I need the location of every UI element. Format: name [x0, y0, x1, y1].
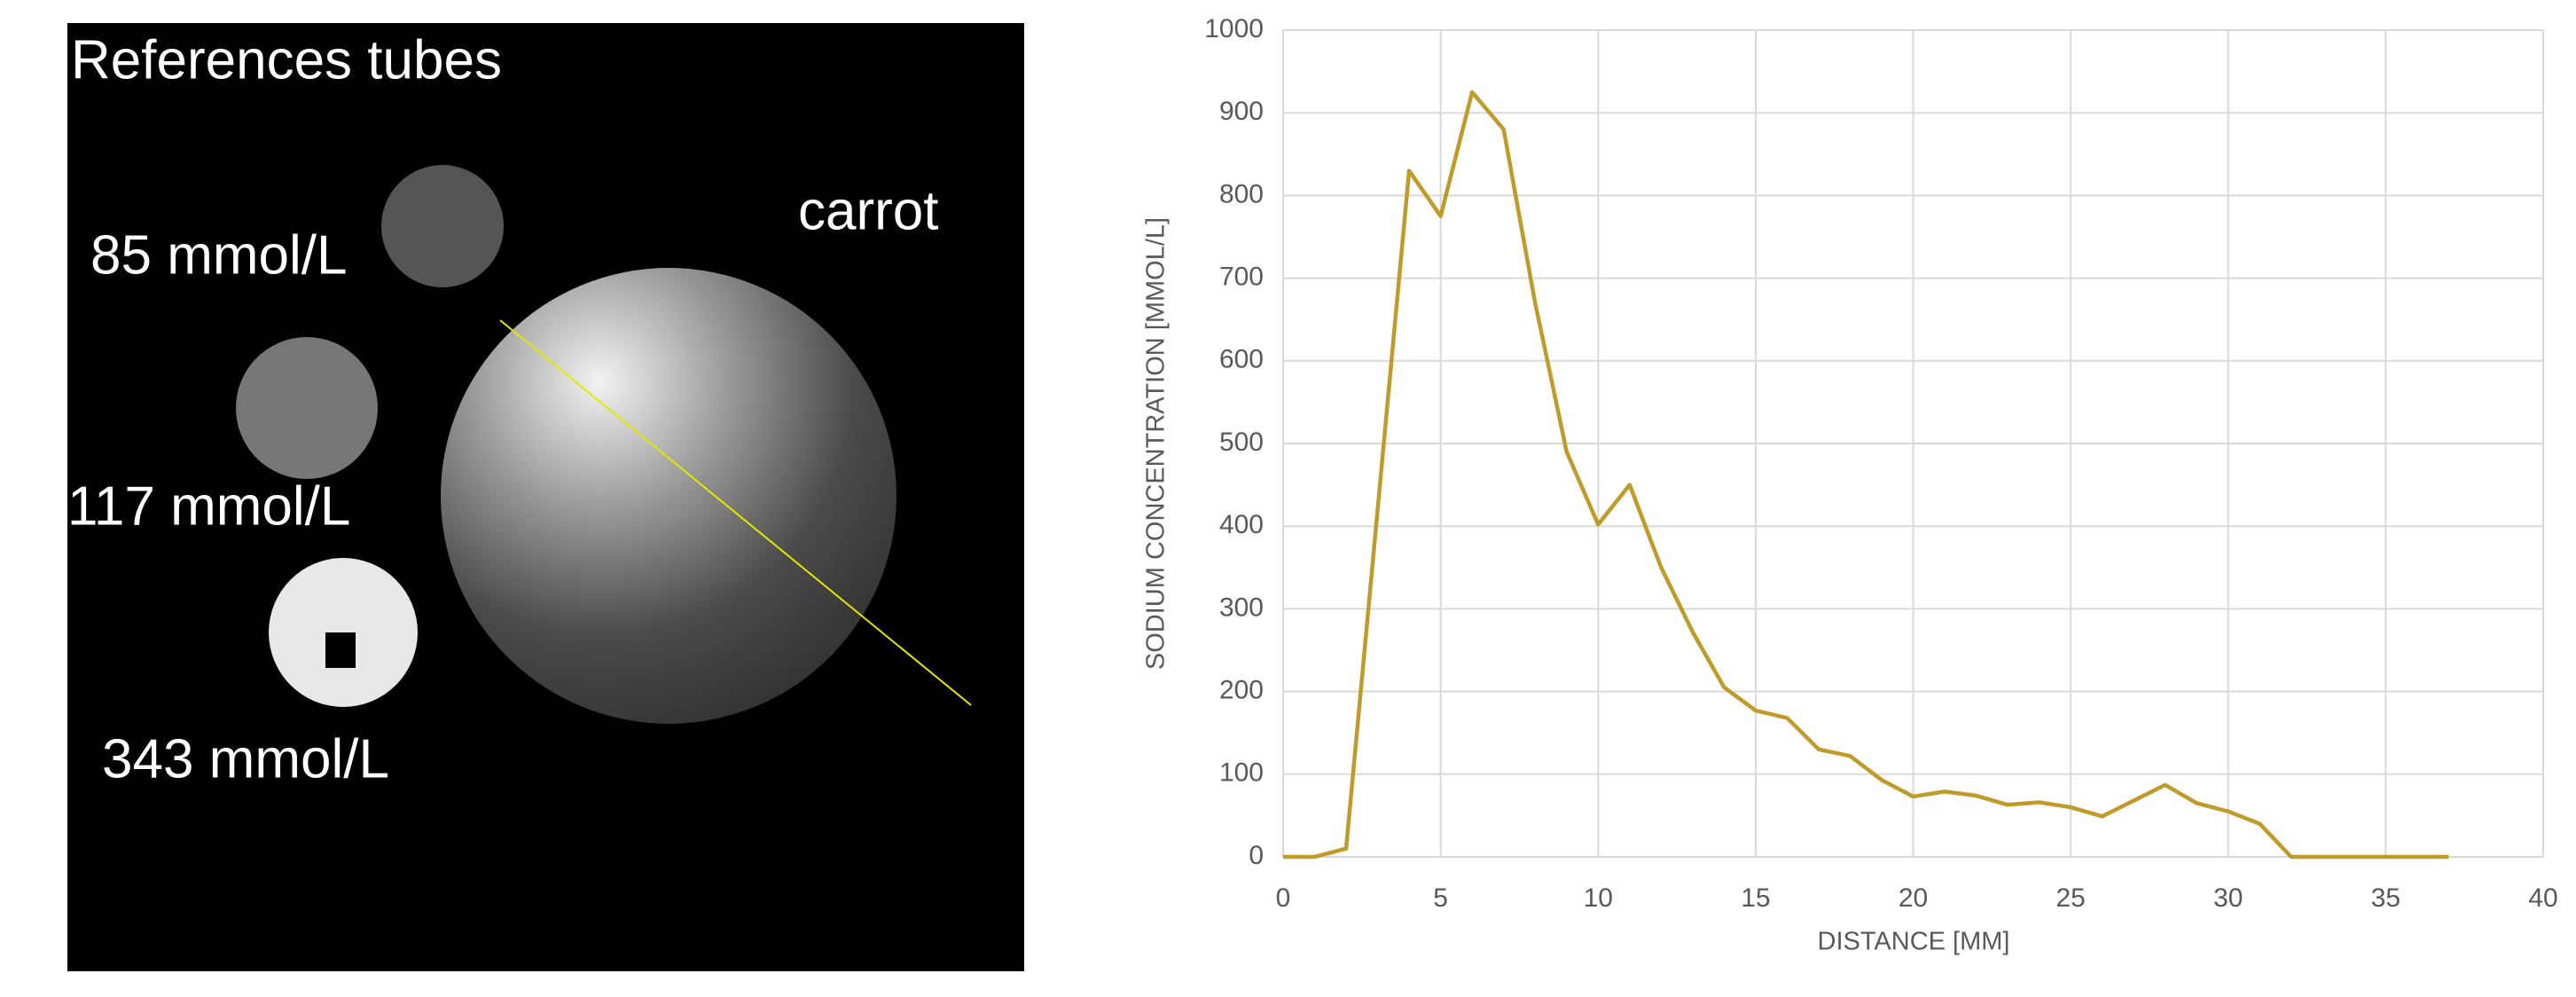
x-tick-label: 40 — [2528, 883, 2557, 913]
tube-label: 117 mmol/L — [67, 475, 350, 537]
x-tick-label: 35 — [2371, 883, 2400, 913]
x-tick-label: 30 — [2213, 883, 2243, 913]
y-tick-label: 800 — [1219, 179, 1264, 208]
tube-85 — [381, 165, 504, 287]
tube-117 — [236, 337, 378, 479]
y-tick-label: 200 — [1219, 676, 1264, 705]
x-tick-label: 20 — [1899, 883, 1928, 913]
x-tick-label: 5 — [1433, 883, 1448, 913]
y-tick-label: 600 — [1219, 345, 1264, 374]
carrot-label: carrot — [798, 180, 938, 241]
image-title: References tubes — [71, 29, 502, 90]
profile-line — [499, 319, 972, 706]
y-tick-label: 100 — [1219, 758, 1264, 788]
y-axis-title: SODIUM CONCENTRATION [MMOL/L] — [1142, 217, 1171, 670]
x-tick-label: 15 — [1741, 883, 1770, 913]
y-tick-label: 1000 — [1204, 14, 1264, 43]
tube-label: 85 mmol/L — [90, 224, 347, 286]
y-tick-label: 0 — [1249, 841, 1264, 870]
y-tick-label: 400 — [1219, 510, 1264, 539]
data-line — [1283, 90, 2449, 860]
x-tick-label: 10 — [1584, 883, 1613, 913]
carrot-slice — [441, 268, 897, 724]
tube-label: 343 mmol/L — [102, 728, 389, 789]
y-tick-label: 700 — [1219, 263, 1264, 292]
y-tick-label: 300 — [1219, 593, 1264, 622]
tube-hole — [325, 632, 356, 668]
x-tick-label: 0 — [1276, 883, 1291, 913]
y-tick-label: 900 — [1219, 97, 1264, 126]
x-axis-title: DISTANCE [MM] — [1818, 928, 2010, 956]
y-tick-label: 500 — [1219, 428, 1264, 457]
x-tick-label: 25 — [2055, 883, 2085, 913]
mri-image: References tubes carrot 85 mmol/L 117 mm… — [67, 23, 1024, 971]
